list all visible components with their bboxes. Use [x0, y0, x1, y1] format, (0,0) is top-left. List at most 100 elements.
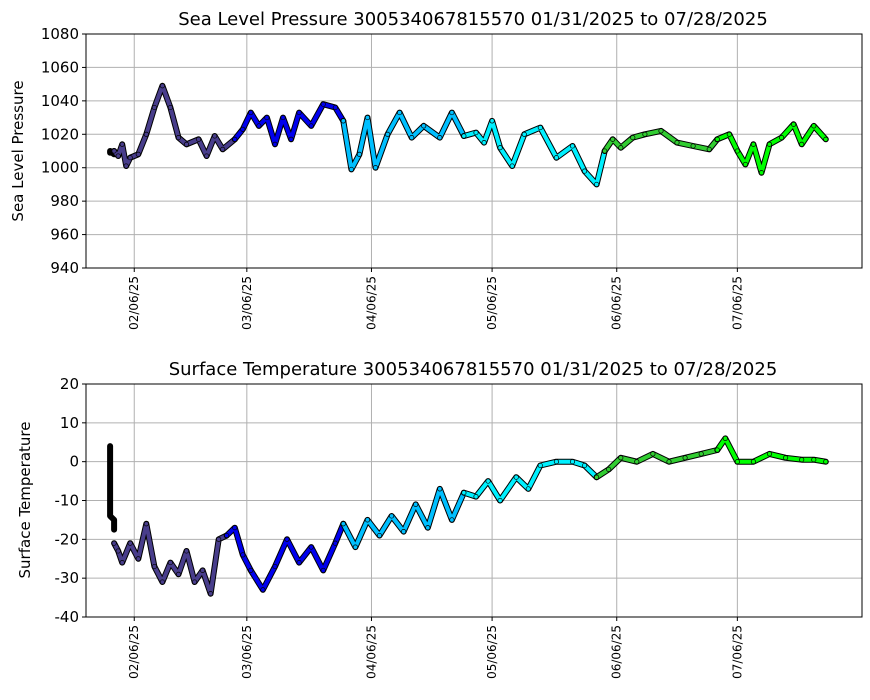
plot-frame	[85, 33, 863, 269]
data-point	[650, 451, 656, 457]
y-tick-label: 1060	[41, 58, 79, 76]
data-point	[666, 459, 672, 465]
series-line-2	[224, 521, 346, 592]
data-point	[284, 536, 290, 542]
data-point	[485, 478, 491, 484]
data-point	[159, 83, 165, 89]
data-point	[799, 141, 805, 147]
data-point	[513, 474, 519, 480]
data-point	[111, 148, 117, 154]
data-point	[706, 146, 712, 152]
y-tick-label: -20	[55, 530, 80, 548]
data-point	[364, 517, 371, 523]
data-point	[196, 136, 202, 142]
data-point	[175, 571, 182, 577]
series-line-6	[715, 436, 828, 464]
data-point	[758, 170, 765, 176]
data-point	[525, 486, 531, 492]
chart-title: Sea Level Pressure 300534067815570 01/31…	[178, 9, 768, 30]
data-point	[296, 560, 302, 566]
data-point	[553, 459, 559, 465]
data-point	[791, 121, 797, 127]
data-point	[272, 563, 278, 570]
data-point	[119, 560, 125, 566]
y-tick-label: 980	[50, 192, 79, 210]
y-tick-label: -10	[55, 492, 80, 510]
data-point	[401, 529, 407, 535]
data-point	[734, 148, 740, 154]
x-tick-label: 04/06/25	[364, 625, 378, 679]
data-point	[481, 140, 487, 146]
data-point	[280, 115, 286, 121]
data-point	[714, 447, 720, 453]
chart-title: Surface Temperature 300534067815570 01/3…	[169, 359, 778, 380]
x-tick-label: 03/06/25	[240, 625, 254, 679]
x-tick-label: 07/06/25	[730, 276, 744, 330]
data-point	[766, 451, 773, 457]
data-series	[107, 435, 829, 597]
data-point	[308, 123, 314, 129]
series-line-1	[112, 521, 229, 596]
data-point	[497, 497, 503, 504]
data-point	[811, 457, 817, 463]
data-point	[409, 135, 415, 141]
data-point	[372, 165, 379, 171]
x-tick-label: 02/06/25	[127, 276, 141, 330]
y-tick-label: 1080	[41, 25, 79, 43]
data-point	[413, 501, 419, 507]
data-point	[461, 133, 467, 139]
data-point	[698, 451, 704, 457]
data-point	[449, 110, 455, 116]
data-point	[682, 455, 688, 461]
data-point	[690, 143, 696, 149]
data-point	[582, 462, 588, 469]
data-point	[159, 579, 165, 585]
data-point	[734, 459, 740, 465]
data-point	[610, 136, 616, 142]
series-line-3	[341, 110, 466, 172]
data-point	[674, 140, 680, 146]
data-point	[135, 151, 141, 157]
y-tick-label: 0	[69, 453, 79, 471]
data-point	[272, 141, 278, 147]
data-point	[127, 155, 133, 161]
data-point	[356, 151, 362, 157]
y-tick-label: 1020	[41, 125, 79, 143]
x-tick-label: 06/06/25	[610, 276, 624, 330]
data-point	[642, 131, 648, 137]
data-point	[489, 118, 495, 124]
y-tick-label: -40	[55, 608, 80, 626]
data-point	[376, 532, 383, 539]
x-tick-label: 05/06/25	[485, 625, 499, 679]
data-point	[183, 141, 190, 147]
data-point	[232, 525, 238, 531]
data-point	[634, 459, 640, 465]
data-point	[115, 548, 121, 554]
y-axis-label: Sea Level Pressure	[9, 80, 27, 221]
series-line-4	[461, 118, 607, 187]
data-point	[425, 525, 431, 531]
data-point	[750, 141, 756, 147]
data-point	[437, 135, 443, 141]
data-point	[192, 579, 198, 585]
data-point	[212, 133, 218, 139]
data-point	[509, 163, 515, 169]
data-point	[364, 115, 371, 121]
x-tick-label: 07/06/25	[730, 625, 744, 679]
data-point	[340, 118, 346, 124]
series-line-4	[461, 459, 599, 503]
data-point	[811, 123, 817, 129]
data-point	[111, 540, 117, 546]
data-point	[320, 101, 326, 107]
data-point	[553, 155, 559, 161]
data-point	[606, 466, 612, 472]
axes: -40 -30 -20 -10 0 10 20 02/06/25 03/06/25 04/06/2…	[55, 375, 745, 679]
data-point	[449, 517, 455, 523]
data-point	[123, 163, 129, 169]
data-point	[750, 459, 756, 465]
data-point	[569, 143, 576, 149]
data-point	[421, 123, 427, 129]
data-point	[107, 484, 113, 490]
data-point	[232, 136, 238, 142]
